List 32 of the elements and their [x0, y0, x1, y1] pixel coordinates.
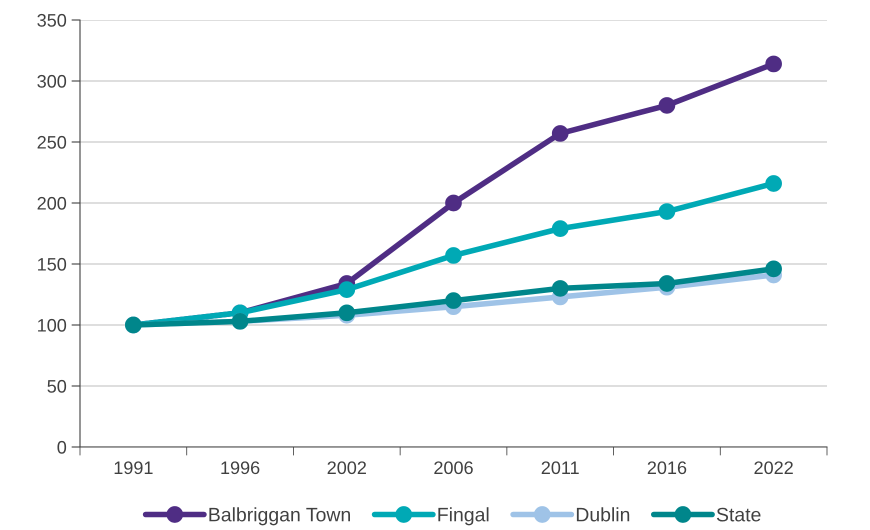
legend-label: State [716, 508, 761, 522]
x-tick-label: 1996 [221, 461, 260, 474]
legend-label: Balbriggan Town [209, 507, 350, 526]
y-tick-label: 300 [37, 74, 66, 88]
legend-label: Dublin [576, 507, 630, 522]
point [658, 97, 676, 114]
point [445, 247, 462, 264]
x-tick-label: 2006 [434, 461, 473, 474]
x-tick-label: 2011 [542, 461, 579, 474]
y-tick-label: 200 [38, 196, 66, 210]
point [338, 281, 356, 298]
x-tick-label: 2002 [328, 461, 366, 474]
y-tick-label: 0 [57, 440, 66, 454]
point [765, 175, 782, 192]
point [552, 220, 569, 237]
y-tick-label: 150 [38, 258, 66, 271]
point [445, 292, 462, 309]
point [765, 56, 782, 72]
point [552, 125, 569, 142]
legend-label: Fingal [438, 507, 488, 526]
point [658, 203, 676, 220]
x-tick-label: 1991 [114, 461, 153, 474]
y-tick-label: 50 [47, 380, 66, 393]
x-tick-label: 2022 [754, 461, 793, 474]
x-tick-label: 2016 [648, 461, 686, 474]
y-tick-label: 100 [38, 318, 66, 332]
y-tick-label: 250 [38, 136, 66, 149]
point [552, 280, 569, 297]
y-tick-label: 350 [37, 14, 66, 27]
point [445, 194, 462, 212]
point [658, 275, 676, 292]
point [765, 260, 782, 278]
